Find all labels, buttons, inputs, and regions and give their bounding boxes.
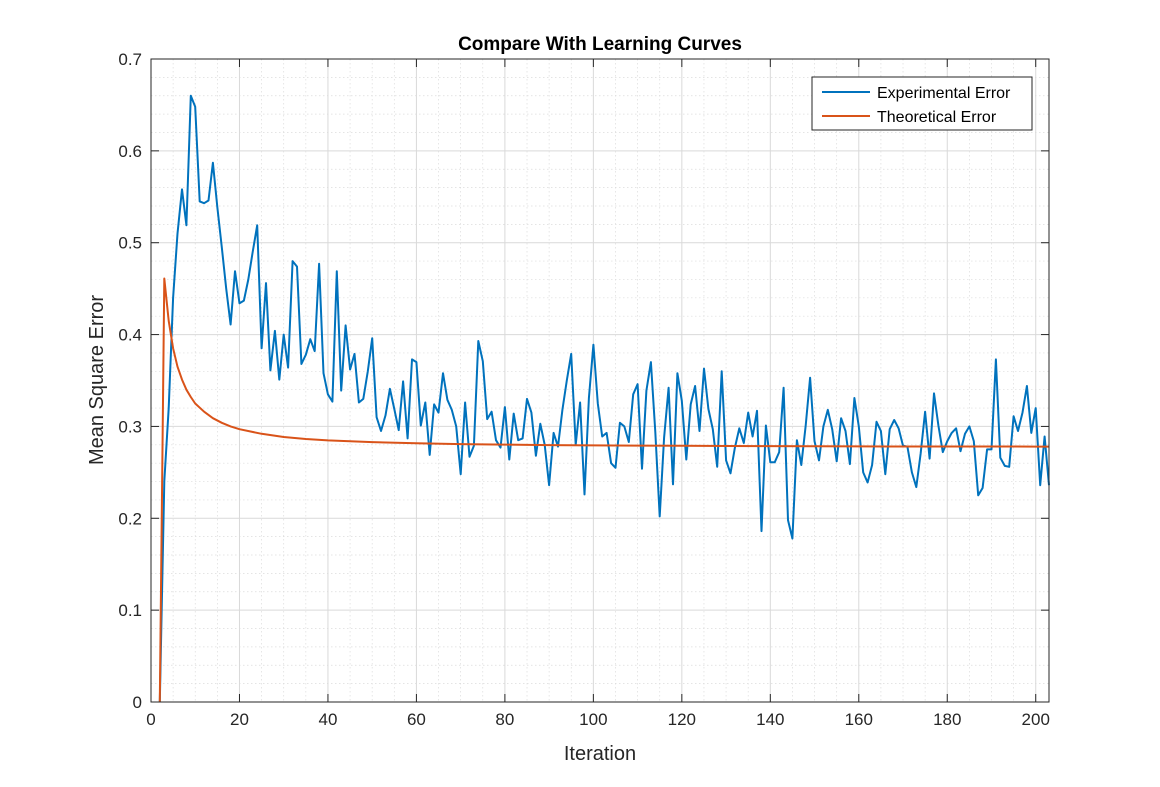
x-tick-label: 120 bbox=[668, 710, 696, 729]
x-tick-label: 20 bbox=[230, 710, 249, 729]
chart-title: Compare With Learning Curves bbox=[458, 34, 742, 55]
y-tick-label: 0.1 bbox=[118, 601, 142, 620]
x-tick-label: 0 bbox=[146, 710, 155, 729]
x-tick-label: 100 bbox=[579, 710, 607, 729]
y-axis-label: Mean Square Error bbox=[86, 295, 108, 465]
x-axis-label: Iteration bbox=[564, 743, 636, 765]
tick-marks bbox=[150, 58, 1049, 703]
y-tick-label: 0.2 bbox=[118, 509, 142, 528]
series-layer bbox=[158, 94, 1050, 703]
x-tick-label: 160 bbox=[845, 710, 873, 729]
x-tick-label: 80 bbox=[495, 710, 514, 729]
x-tick-label: 140 bbox=[756, 710, 784, 729]
minor-grid bbox=[151, 59, 1049, 702]
plot-area bbox=[151, 59, 1049, 702]
y-tick-label: 0.4 bbox=[118, 326, 142, 345]
x-tick-labels: 0 20 40 60 80 100 120 140 160 180 200 bbox=[146, 710, 1050, 729]
x-tick-label: 200 bbox=[1022, 710, 1050, 729]
y-tick-labels: 0 0.1 0.2 0.3 0.4 0.5 0.6 0.7 bbox=[118, 50, 142, 712]
x-tick-label: 40 bbox=[318, 710, 337, 729]
series-line-theoretical-error bbox=[158, 277, 1049, 703]
x-tick-label: 60 bbox=[407, 710, 426, 729]
y-tick-label: 0.5 bbox=[118, 234, 142, 253]
series-line-experimental-error bbox=[158, 94, 1050, 703]
legend-label-experimental: Experimental Error bbox=[877, 85, 1011, 102]
legend-box bbox=[811, 76, 1033, 131]
plot-frame bbox=[150, 58, 1050, 703]
legend-label-theoretical: Theoretical Error bbox=[877, 109, 997, 126]
legend: Experimental Error Theoretical Error bbox=[811, 76, 1033, 131]
y-tick-label: 0 bbox=[133, 693, 142, 712]
y-tick-label: 0.6 bbox=[118, 142, 142, 161]
y-tick-label: 0.7 bbox=[118, 50, 142, 69]
y-tick-label: 0.3 bbox=[118, 417, 142, 436]
x-tick-label: 180 bbox=[933, 710, 961, 729]
